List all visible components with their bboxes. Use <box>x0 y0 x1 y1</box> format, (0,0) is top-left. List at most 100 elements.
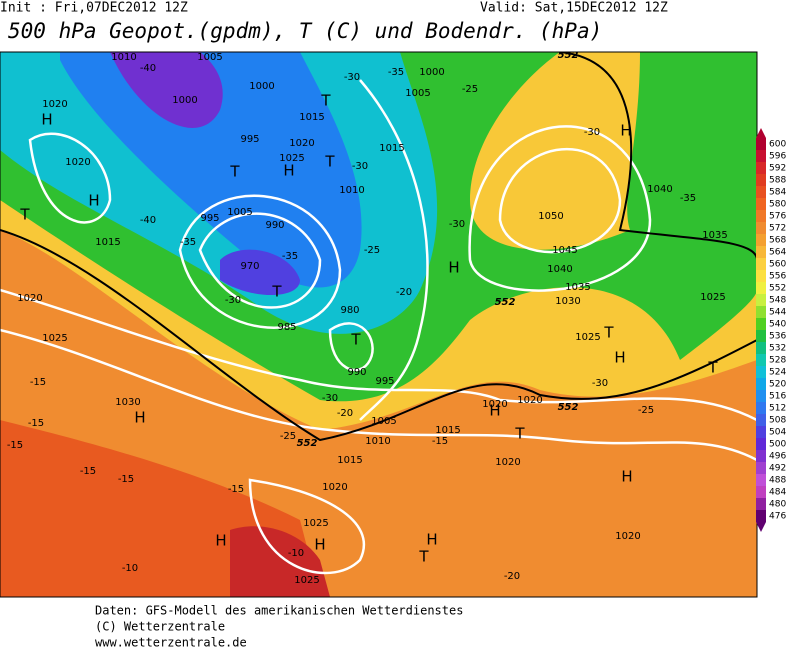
pressure-center: T <box>350 331 361 349</box>
colorbar-label: 528 <box>769 356 786 366</box>
colorbar-label: 488 <box>769 476 786 486</box>
pressure-center: T <box>19 206 30 224</box>
map-label: 1020 <box>289 138 314 149</box>
colorbar-swatch <box>756 402 766 414</box>
map-label: -40 <box>140 215 156 226</box>
pressure-center: H <box>283 162 294 180</box>
colorbar-swatch <box>756 162 766 174</box>
colorbar-label: 508 <box>769 416 786 426</box>
footer-line: (C) Wetterzentrale <box>95 620 225 634</box>
footer-line: Daten: GFS-Modell des amerikanischen Wet… <box>95 604 463 618</box>
colorbar-label: 584 <box>769 188 786 198</box>
blue-area <box>60 52 362 288</box>
colorbar-swatch <box>756 270 766 282</box>
colorbar-swatch <box>756 150 766 162</box>
map-label: -15 <box>432 436 448 447</box>
title: 500 hPa Geopot.(gpdm), T (C) und Bodendr… <box>8 19 602 43</box>
map-label: 1015 <box>337 455 362 466</box>
colorbar-label: 476 <box>769 512 786 522</box>
contour-label: 552 <box>558 50 579 61</box>
footer-line: www.wetterzentrale.de <box>95 636 247 649</box>
map-label: -35 <box>180 237 196 248</box>
colorbar-swatch <box>756 486 766 498</box>
map-label: -35 <box>388 67 404 78</box>
colorbar-swatch <box>756 234 766 246</box>
colorbar-label: 564 <box>769 248 786 258</box>
pressure-center: H <box>489 402 500 420</box>
colorbar-label: 492 <box>769 464 786 474</box>
colorbar-label: 580 <box>769 200 786 210</box>
map-label: -30 <box>584 127 600 138</box>
pressure-center: H <box>448 259 459 277</box>
colorbar-label: 552 <box>769 284 786 294</box>
colorbar-swatch <box>756 414 766 426</box>
colorbar-label: 568 <box>769 236 786 246</box>
colorbar-label: 572 <box>769 224 786 234</box>
pressure-center: H <box>620 122 631 140</box>
map-label: 1005 <box>227 207 252 218</box>
map-label: -25 <box>462 84 478 95</box>
contour-label: 552 <box>495 297 516 308</box>
map-label: -30 <box>592 378 608 389</box>
map-label: 1040 <box>647 184 672 195</box>
colorbar-swatch <box>756 306 766 318</box>
map-label: 985 <box>277 322 296 333</box>
colorbar-swatch <box>756 474 766 486</box>
map-label: 1020 <box>42 99 67 110</box>
colorbar-swatch <box>756 438 766 450</box>
colorbar-label: 548 <box>769 296 786 306</box>
map-label: 990 <box>265 220 284 231</box>
colorbar-swatch <box>756 246 766 258</box>
warm-core <box>230 526 330 597</box>
map-label: 1030 <box>115 397 140 408</box>
pressure-center: H <box>134 409 145 427</box>
contour-label: 552 <box>558 402 579 413</box>
colorbar-swatch <box>756 342 766 354</box>
map-label: -10 <box>288 548 304 559</box>
colorbar-label: 512 <box>769 404 786 414</box>
map-label: 995 <box>375 376 394 387</box>
map-label: -30 <box>225 295 241 306</box>
map-label: 1020 <box>495 457 520 468</box>
map-label: 1040 <box>547 264 572 275</box>
map-label: 1015 <box>435 425 460 436</box>
map-label: -25 <box>280 431 296 442</box>
map-label: 1000 <box>172 95 197 106</box>
map-label: 1020 <box>17 293 42 304</box>
colorbar-swatch <box>756 498 766 510</box>
map-label: 970 <box>240 261 259 272</box>
purple-area <box>110 52 223 128</box>
map-label: -30 <box>344 72 360 83</box>
map-label: -30 <box>352 161 368 172</box>
pressure-center: H <box>41 111 52 129</box>
colorbar-label: 484 <box>769 488 786 498</box>
map-label: 1010 <box>365 436 390 447</box>
map-label: -20 <box>337 408 353 419</box>
colorbar-swatch <box>756 390 766 402</box>
colorbar-swatch <box>756 174 766 186</box>
map-label: -15 <box>80 466 96 477</box>
colorbar: 600 596 592 588 584 580 576 572 568 564 560 556 552 5… <box>756 128 786 532</box>
colorbar-swatch <box>756 138 766 150</box>
colorbar-label: 480 <box>769 500 786 510</box>
isobars <box>0 79 757 575</box>
map-label: -30 <box>449 219 465 230</box>
map-label: 1025 <box>700 292 725 303</box>
map-label: -35 <box>282 251 298 262</box>
pressure-center: T <box>418 548 429 566</box>
map-label: 1025 <box>42 333 67 344</box>
colorbar-label: 524 <box>769 368 786 378</box>
map-label: -25 <box>364 245 380 256</box>
pressure-center: T <box>320 92 331 110</box>
colorbar-swatch <box>756 282 766 294</box>
colorbar-top-arrow <box>756 128 766 138</box>
colorbar-label: 504 <box>769 428 786 438</box>
colorbar-swatch <box>756 426 766 438</box>
colorbar-swatch <box>756 258 766 270</box>
map-label: -40 <box>140 63 156 74</box>
colorbar-label: 576 <box>769 212 786 222</box>
map-label: 1025 <box>279 153 304 164</box>
map-label: -10 <box>122 563 138 574</box>
map-label: 995 <box>240 134 259 145</box>
